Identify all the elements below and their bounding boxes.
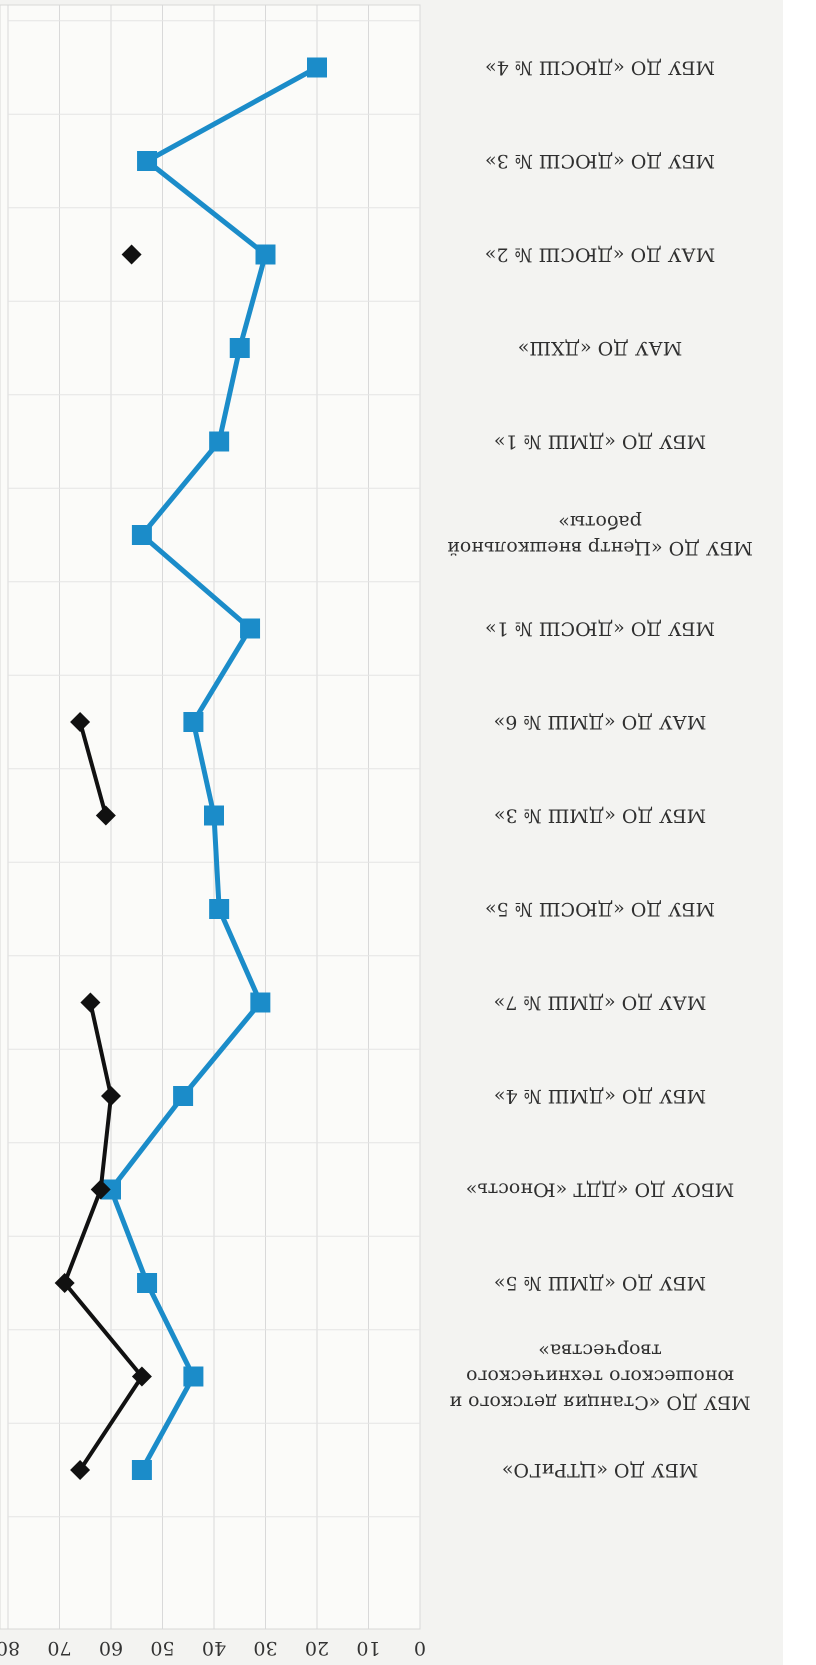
category-label: МБУ ДО «ДЮСШ № 5» xyxy=(485,898,715,920)
category-label: МБУ ДО «Центр внешкольной работы» xyxy=(447,511,753,559)
data-point-diamond xyxy=(70,1460,91,1480)
y-axis-ticks: 0 10 20 30 40 50 60 70 80 xyxy=(0,1637,426,1659)
series-0 xyxy=(101,57,327,1480)
data-point-square xyxy=(240,618,261,639)
category-label: МАУ ДО «ДМШ № 6» xyxy=(494,711,707,733)
data-point-square xyxy=(209,431,230,452)
category-label: МБУ ДО «ДМШ № 5» xyxy=(494,1272,706,1294)
category-label-line: МБУ ДО «ЦТРиГО» xyxy=(502,1459,698,1481)
category-label-line: МБУ ДО «ДМШ № 1» xyxy=(494,431,706,453)
page-margin xyxy=(783,0,816,1665)
data-point-square xyxy=(204,805,224,826)
data-point-diamond xyxy=(80,992,101,1013)
category-label-line: МБУ ДО «ДЮСШ № 5» xyxy=(485,898,715,920)
category-label-line: МАУ ДО «ДЮСШ № 2» xyxy=(485,244,715,266)
category-label-line: МБУ ДО «ДЮСШ № 1» xyxy=(485,618,715,640)
data-point-square xyxy=(137,1273,158,1293)
data-point-diamond xyxy=(70,712,91,732)
data-point-square xyxy=(101,1179,121,1200)
category-label-line: МБУ ДО «ДЮСШ № 3» xyxy=(485,150,715,172)
data-point-diamond xyxy=(54,1273,75,1293)
data-point-square xyxy=(250,992,271,1013)
category-label: МБУ ДО «Станция детского и юношеского тех… xyxy=(449,1340,750,1414)
category-label-line: МАУ ДО «ДХШ» xyxy=(518,337,683,359)
category-label: МБУ ДО «ЦТРиГО» xyxy=(502,1459,698,1481)
category-label: МБУ ДО «ДЮСШ № 3» xyxy=(485,150,715,172)
category-label-line: МБУ ДО «ДЮСШ № 4» xyxy=(485,57,715,79)
series-line xyxy=(78,721,108,817)
y-tick-label: 70 xyxy=(47,1637,71,1659)
category-label: МБОУ ДО «ДДТ «Юность» xyxy=(466,1179,735,1201)
category-label: МБУ ДО «ДЮСШ № 4» xyxy=(485,57,715,79)
category-label: МАУ ДО «ДХШ» xyxy=(518,337,683,359)
category-label: МАУ ДО «ДЮСШ № 2» xyxy=(485,244,715,266)
series-line xyxy=(108,65,319,1472)
data-point-diamond xyxy=(131,1366,152,1387)
data-point-square xyxy=(137,151,158,171)
category-label: МБУ ДО «ДМШ № 1» xyxy=(494,431,706,453)
data-point-square xyxy=(173,1086,194,1106)
data-point-square xyxy=(183,1366,204,1387)
data-point-square xyxy=(183,712,204,732)
category-label-line: МАУ ДО «ДМШ № 7» xyxy=(494,992,707,1014)
category-label-line: МБУ ДО «ДМШ № 5» xyxy=(494,1272,706,1294)
data-point-square xyxy=(131,1460,152,1480)
category-label: МБУ ДО «ДМШ № 4» xyxy=(494,1085,706,1107)
data-point-diamond xyxy=(95,805,116,826)
category-label: МАУ ДО «ДМШ № 7» xyxy=(494,992,707,1014)
category-label-line: МБУ ДО «ДМШ № 3» xyxy=(494,805,706,827)
category-labels: МБУ ДО «ЦТРиГО» МБУ ДО «Станция детского … xyxy=(447,57,753,1482)
category-label-line: МБУ ДО «ДМШ № 4» xyxy=(494,1085,706,1107)
y-tick-label: 10 xyxy=(356,1637,380,1659)
category-label-line: МБУ ДО «Станция детского и xyxy=(449,1392,750,1414)
series-1 xyxy=(54,244,152,1480)
data-point-square xyxy=(131,525,152,545)
series-layer xyxy=(54,57,327,1480)
category-label-line: творчества» xyxy=(538,1340,661,1362)
category-label-line: работы» xyxy=(558,511,642,533)
data-point-square xyxy=(255,244,276,265)
y-tick-label: 80 xyxy=(0,1637,20,1659)
series-line xyxy=(62,1002,144,1472)
y-tick-label: 0 xyxy=(414,1637,426,1659)
gridlines xyxy=(7,5,421,1629)
y-tick-label: 50 xyxy=(150,1637,174,1659)
category-label-line: юношеского технического xyxy=(466,1366,734,1388)
y-tick-label: 20 xyxy=(305,1637,329,1659)
data-point-diamond xyxy=(121,244,142,265)
data-point-square xyxy=(229,338,250,358)
data-point-diamond xyxy=(90,1179,111,1200)
y-tick-label: 40 xyxy=(202,1637,226,1659)
data-point-square xyxy=(307,57,327,78)
y-tick-label: 30 xyxy=(253,1637,277,1659)
data-point-square xyxy=(209,899,230,919)
category-label-line: МБОУ ДО «ДДТ «Юность» xyxy=(466,1179,735,1201)
y-tick-label: 60 xyxy=(99,1637,123,1659)
category-label: МБУ ДО «ДЮСШ № 1» xyxy=(485,618,715,640)
category-label-line: МАУ ДО «ДМШ № 6» xyxy=(494,711,707,733)
data-point-diamond xyxy=(101,1086,121,1106)
category-label: МБУ ДО «ДМШ № 3» xyxy=(494,805,706,827)
category-label-line: МБУ ДО «Центр внешкольной xyxy=(447,537,753,559)
